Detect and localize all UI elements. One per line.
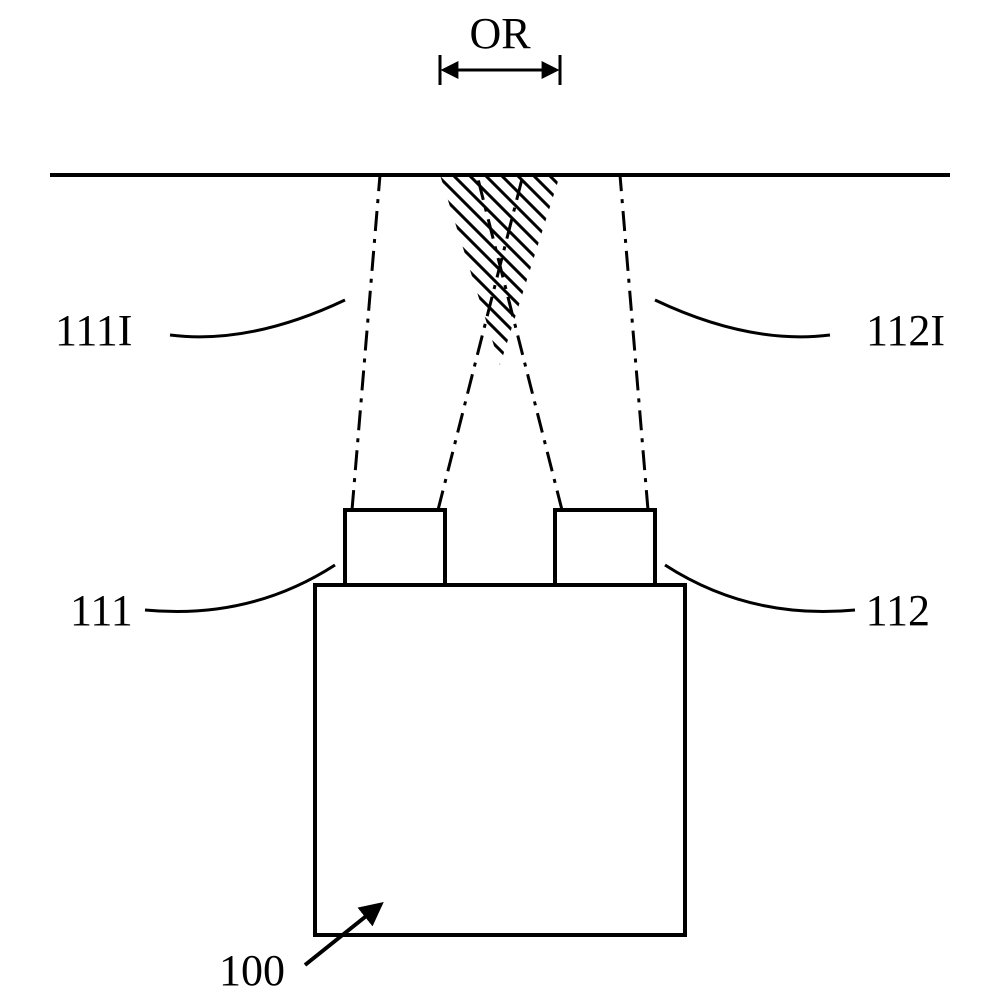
lens-right (555, 510, 655, 585)
overlap-hatched-region (240, 170, 952, 370)
label-100: 100 (219, 946, 285, 995)
leader-111I (170, 300, 345, 337)
label-or: OR (469, 9, 531, 58)
leader-112I (655, 300, 830, 337)
label-112: 112 (866, 586, 930, 635)
leader-112 (665, 565, 855, 612)
label-111: 111 (70, 586, 133, 635)
label-112I: 112I (866, 306, 945, 355)
label-111I: 111I (55, 306, 132, 355)
device-body (315, 585, 685, 935)
field-of-view-left (352, 175, 523, 510)
lens-left (345, 510, 445, 585)
leader-111 (145, 565, 335, 612)
sensor-overlap-diagram: OR 111I 112I 111 112 100 (0, 0, 999, 1000)
